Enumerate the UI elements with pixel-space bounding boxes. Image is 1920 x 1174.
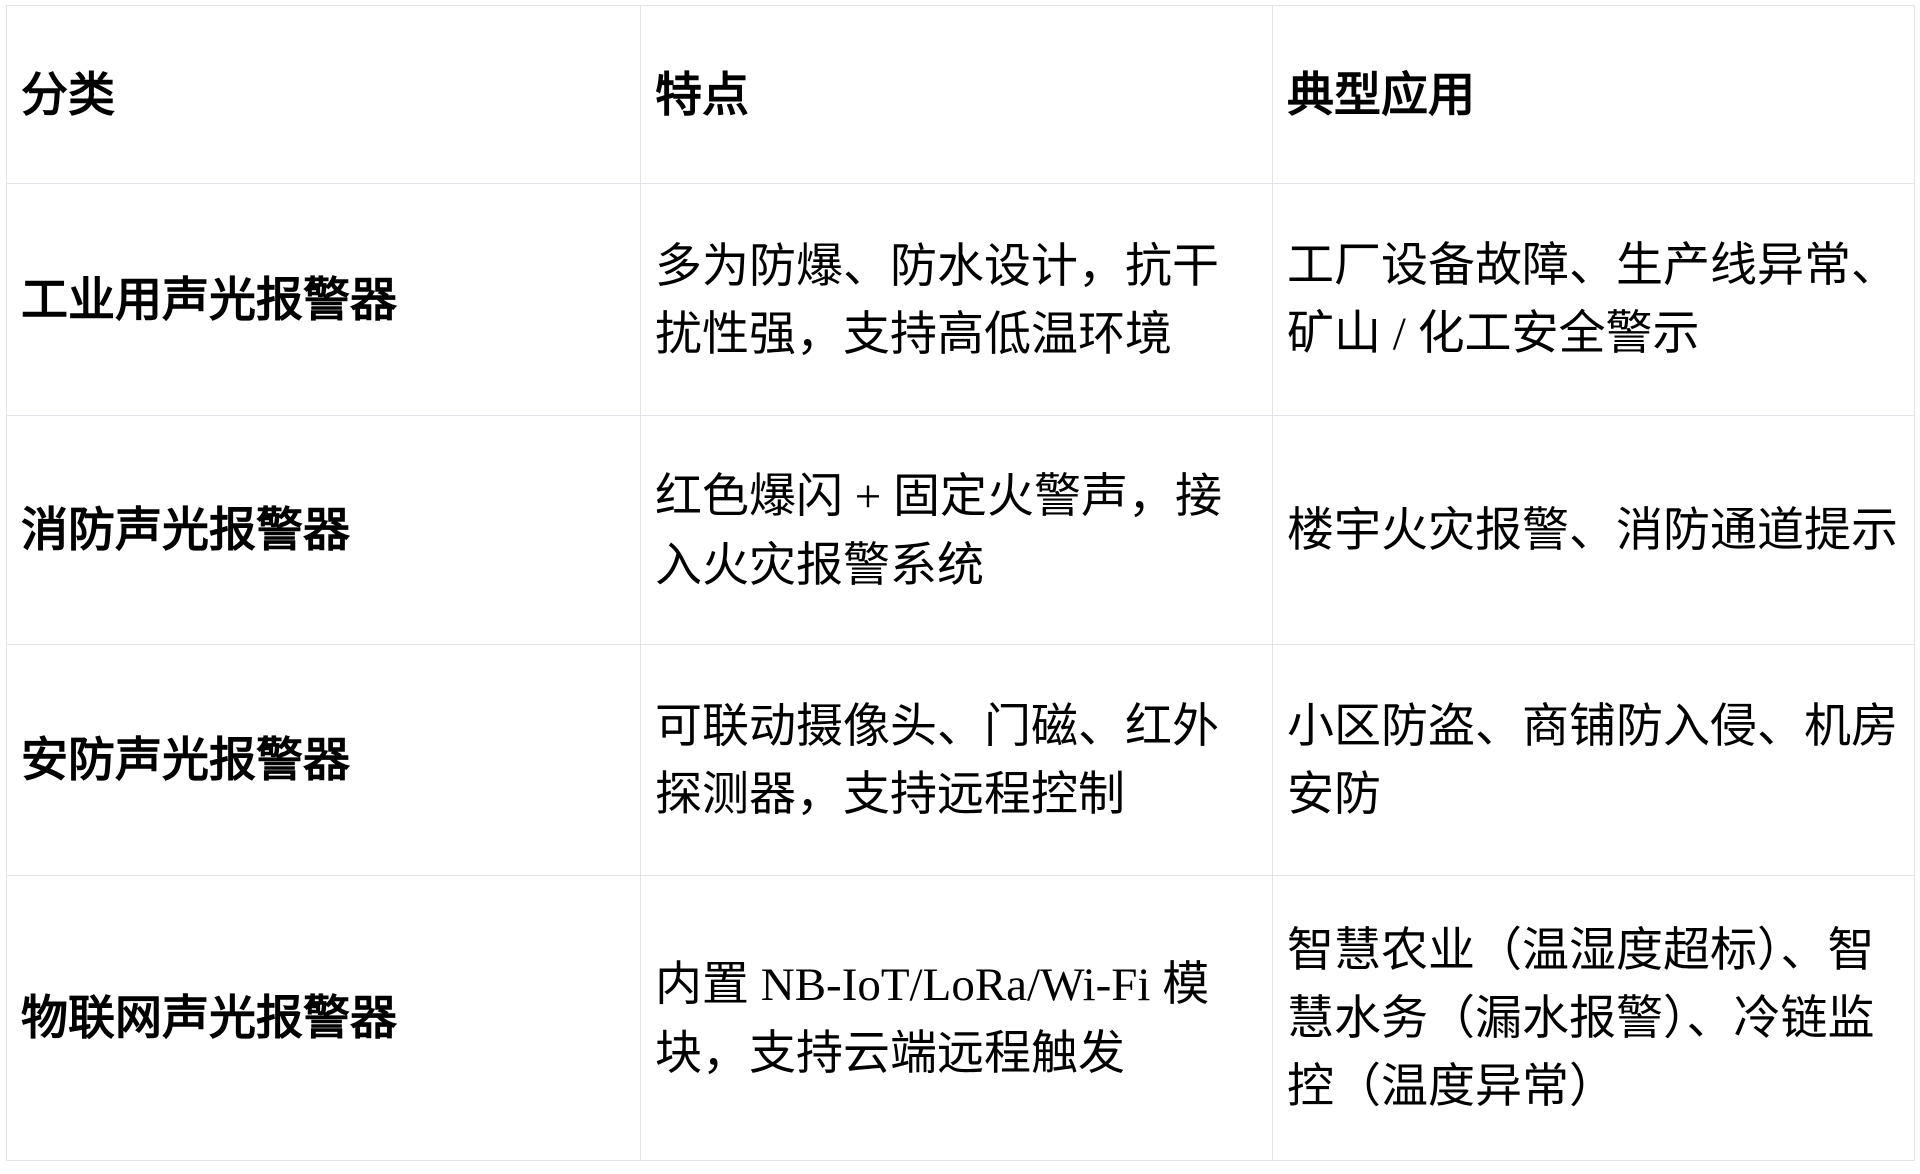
cell-applications: 智慧农业（温湿度超标）、智慧水务（漏水报警）、冷链监控（温度异常） [1272, 875, 1915, 1161]
alarm-comparison-table: 分类 特点 典型应用 工业用声光报警器 多为防爆、防水设计，抗干扰性强，支持高低… [6, 5, 1915, 1161]
cell-category: 物联网声光报警器 [6, 875, 641, 1161]
cell-category: 消防声光报警器 [6, 415, 641, 645]
table-row-iot: 物联网声光报警器 内置 NB-IoT/LoRa/Wi-Fi 模块，支持云端远程触… [6, 875, 1915, 1161]
cell-features: 可联动摄像头、门磁、红外探测器，支持远程控制 [640, 644, 1273, 876]
table-row-security: 安防声光报警器 可联动摄像头、门磁、红外探测器，支持远程控制 小区防盗、商铺防入… [6, 644, 1915, 876]
cell-applications: 楼宇火灾报警、消防通道提示 [1272, 415, 1915, 645]
column-header-features: 特点 [640, 5, 1273, 184]
cell-applications: 小区防盗、商铺防入侵、机房安防 [1272, 644, 1915, 876]
cell-category: 安防声光报警器 [6, 644, 641, 876]
cell-features: 内置 NB-IoT/LoRa/Wi-Fi 模块，支持云端远程触发 [640, 875, 1273, 1161]
table-row-fire: 消防声光报警器 红色爆闪 + 固定火警声，接入火灾报警系统 楼宇火灾报警、消防通… [6, 415, 1915, 645]
column-header-applications: 典型应用 [1272, 5, 1915, 184]
cell-features: 多为防爆、防水设计，抗干扰性强，支持高低温环境 [640, 183, 1273, 416]
table-row-industrial: 工业用声光报警器 多为防爆、防水设计，抗干扰性强，支持高低温环境 工厂设备故障、… [6, 183, 1915, 416]
column-header-category: 分类 [6, 5, 641, 184]
cell-applications: 工厂设备故障、生产线异常、矿山 / 化工安全警示 [1272, 183, 1915, 416]
header-row: 分类 特点 典型应用 [6, 5, 1915, 184]
cell-features: 红色爆闪 + 固定火警声，接入火灾报警系统 [640, 415, 1273, 645]
cell-category: 工业用声光报警器 [6, 183, 641, 416]
